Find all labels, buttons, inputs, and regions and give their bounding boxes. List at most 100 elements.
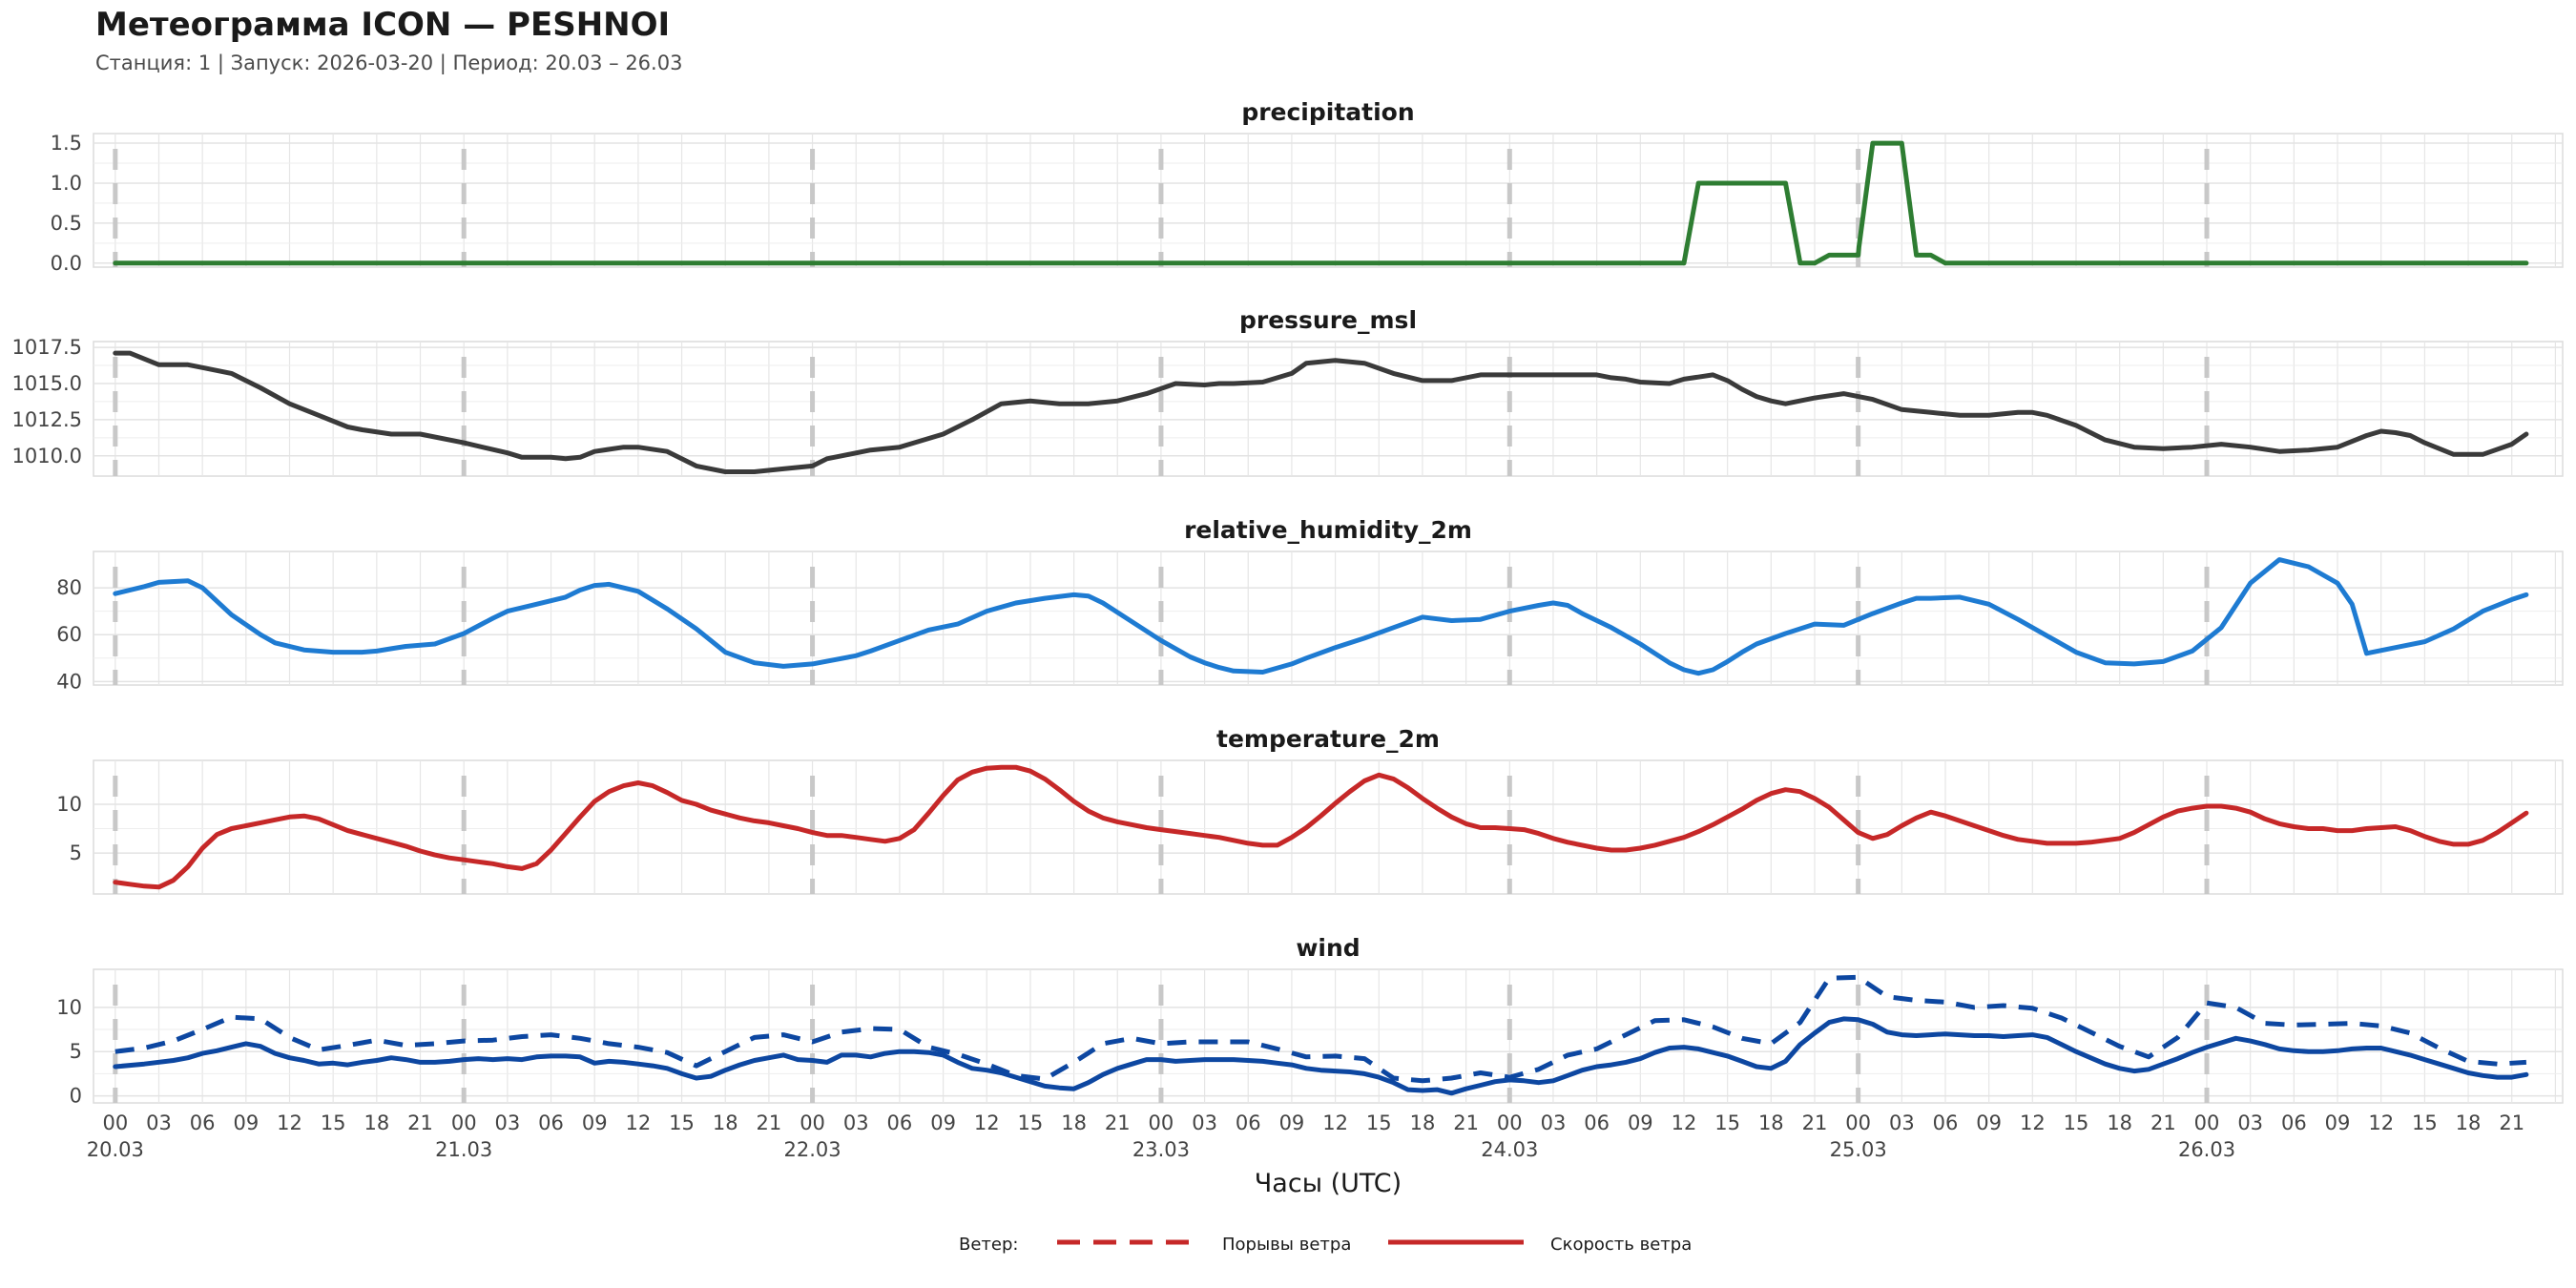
x-tick-label: 12 [1672,1111,1697,1134]
x-tick-label: 03 [1192,1111,1217,1134]
panel-relative_humidity_2m: 40 60 80 relative_humidity_2m [56,516,2564,693]
legend-gust-label: Порывы ветра [1222,1235,1352,1255]
x-tick-label: 18 [364,1111,389,1134]
x-tick-label: 18 [1758,1111,1784,1134]
x-tick-label: 00 [1149,1111,1174,1134]
x-tick-label: 18 [2456,1111,2482,1134]
x-day-label: 22.03 [784,1138,841,1161]
series-line-gusts [114,974,2527,1084]
x-tick-label: 09 [582,1111,608,1134]
x-tick-label: 12 [974,1111,1000,1134]
y-tick-label: 1017.5 [12,336,82,359]
x-tick-label: 21 [1802,1111,1828,1134]
x-tick-label: 00 [451,1111,477,1134]
panel-frame [93,133,2564,268]
panel-pressure_msl: 1010.0 1012.5 1015.0 1017.5 pressure_msl [12,306,2564,477]
x-tick-label: 06 [1933,1111,1959,1134]
x-day-label: 25.03 [1830,1138,1887,1161]
x-tick-label: 18 [1061,1111,1087,1134]
page-title: Метеограмма ICON — PESHNOI [95,6,671,44]
x-axis-title: Часы (UTC) [1255,1169,1402,1198]
y-tick-label: 1015.0 [12,372,82,395]
y-tick-label: 0.0 [51,252,82,275]
legend [1057,1239,1524,1245]
x-day-label: 26.03 [2178,1138,2235,1161]
series-line-pressure_msl [113,350,2529,474]
panel-frame [93,968,2564,1104]
x-tick-label: 12 [2368,1111,2394,1134]
legend-title: Ветер: [959,1235,1019,1255]
x-tick-label: 21 [1105,1111,1131,1134]
x-tick-label: 12 [277,1111,302,1134]
series-line-temperature_2m [113,764,2529,890]
x-tick-label: 03 [1541,1111,1567,1134]
x-tick-label: 21 [1453,1111,1479,1134]
panel-frame [93,759,2564,895]
x-tick-label: 15 [669,1111,695,1134]
y-tick-label: 80 [56,576,82,599]
x-tick-label: 00 [1845,1111,1871,1134]
panel-title: pressure_msl [1239,306,1417,334]
x-tick-label: 09 [1628,1111,1653,1134]
x-tick-label: 03 [146,1111,172,1134]
x-tick-label: 09 [930,1111,956,1134]
x-tick-label: 06 [190,1111,216,1134]
panel-precipitation: 0.0 0.5 1.0 1.5 precipitation [51,98,2564,275]
x-tick-label: 06 [887,1111,913,1134]
panel-temperature_2m: 5 10 temperature_2m [56,725,2564,895]
x-tick-label: 18 [713,1111,738,1134]
x-tick-label: 09 [233,1111,259,1134]
y-tick-label: 1012.5 [12,408,82,431]
y-tick-label: 10 [56,793,82,816]
panel-wind: 0 5 10 wind [56,934,2564,1108]
x-tick-label: 21 [757,1111,782,1134]
x-tick-label: 15 [2412,1111,2438,1134]
x-tick-label: 15 [1018,1111,1044,1134]
x-tick-label: 00 [2194,1111,2220,1134]
x-tick-label: 12 [1322,1111,1348,1134]
x-tick-label: 03 [495,1111,521,1134]
x-tick-label: 15 [321,1111,346,1134]
x-tick-label: 18 [1410,1111,1436,1134]
y-tick-label: 10 [56,996,82,1019]
panel-title: temperature_2m [1216,725,1440,753]
legend-speed-label: Скорость ветра [1550,1235,1693,1255]
x-tick-label: 03 [843,1111,869,1134]
x-tick-label: 03 [1889,1111,1915,1134]
x-tick-label: 18 [2107,1111,2132,1134]
x-day-label: 23.03 [1132,1138,1190,1161]
x-tick-label: 03 [2237,1111,2263,1134]
x-tick-label: 00 [1497,1111,1523,1134]
x-tick-label: 06 [2281,1111,2307,1134]
panel-title: precipitation [1241,98,1414,126]
x-tick-label: 00 [102,1111,128,1134]
x-tick-label: 15 [1366,1111,1392,1134]
y-tick-label: 1.5 [51,132,82,155]
x-tick-label: 15 [1714,1111,1740,1134]
x-tick-label: 21 [2150,1111,2176,1134]
panel-title: relative_humidity_2m [1184,516,1472,544]
x-tick-label: 00 [800,1111,825,1134]
x-tick-label: 21 [407,1111,433,1134]
x-tick-label: 21 [2499,1111,2524,1134]
y-tick-label: 60 [56,623,82,646]
y-tick-label: 40 [56,670,82,693]
x-day-label: 21.03 [435,1138,492,1161]
y-tick-label: 1.0 [51,172,82,195]
x-tick-label: 06 [1236,1111,1261,1134]
series-line-precipitation [113,140,2529,266]
x-tick-label: 06 [1584,1111,1610,1134]
y-tick-label: 5 [70,841,82,864]
y-tick-label: 5 [70,1040,82,1063]
y-tick-label: 1010.0 [12,445,82,467]
panel-title: wind [1296,934,1360,962]
x-tick-label: 12 [626,1111,652,1134]
x-day-label: 24.03 [1481,1138,1538,1161]
y-tick-label: 0.5 [51,212,82,235]
series-line-wind [113,1016,2529,1096]
series-line-relative_humidity_2m [113,557,2529,676]
y-tick-label: 0 [70,1085,82,1108]
x-day-label: 20.03 [87,1138,144,1161]
x-tick-label: 09 [1976,1111,2002,1134]
